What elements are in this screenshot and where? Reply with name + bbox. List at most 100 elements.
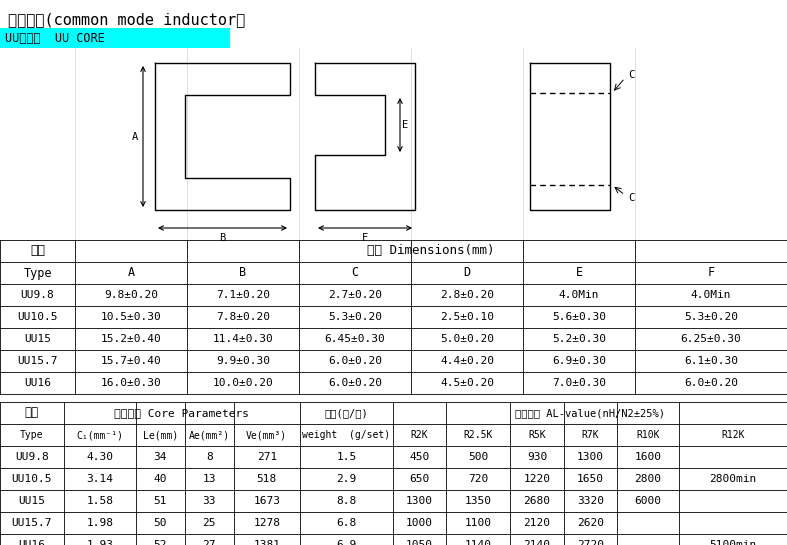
Text: UU15.7: UU15.7 [17, 356, 57, 366]
Text: 271: 271 [257, 452, 277, 462]
Text: 2140: 2140 [523, 540, 551, 545]
Text: 2120: 2120 [523, 518, 551, 528]
Text: 重量(克/付): 重量(克/付) [324, 408, 368, 418]
Bar [0, 402, 787, 545]
Text: 33: 33 [202, 496, 216, 506]
Text: 2620: 2620 [577, 518, 604, 528]
Text: 16.0±0.30: 16.0±0.30 [101, 378, 161, 388]
Text: 52: 52 [153, 540, 167, 545]
Text: 1100: 1100 [465, 518, 492, 528]
Text: 2.5±0.10: 2.5±0.10 [440, 312, 494, 322]
Text: 6.25±0.30: 6.25±0.30 [681, 334, 741, 344]
Text: 40: 40 [153, 474, 167, 484]
Text: 10.5±0.30: 10.5±0.30 [101, 312, 161, 322]
Text: UU9.8: UU9.8 [20, 290, 54, 300]
Text: UU10.5: UU10.5 [12, 474, 52, 484]
Text: 1220: 1220 [523, 474, 551, 484]
Text: 尺寸 Dimensions(mm): 尺寸 Dimensions(mm) [368, 245, 495, 257]
Text: UU10.5: UU10.5 [17, 312, 57, 322]
Text: 3.14: 3.14 [87, 474, 113, 484]
Text: D: D [464, 267, 471, 280]
Text: 1.93: 1.93 [87, 540, 113, 545]
Text: 34: 34 [153, 452, 167, 462]
Text: 4.4±0.20: 4.4±0.20 [440, 356, 494, 366]
Text: 1350: 1350 [465, 496, 492, 506]
Text: 13: 13 [202, 474, 216, 484]
Text: B: B [220, 233, 226, 243]
Text: 2720: 2720 [577, 540, 604, 545]
Text: 50: 50 [153, 518, 167, 528]
Text: 4.5±0.20: 4.5±0.20 [440, 378, 494, 388]
Text: 7.0±0.30: 7.0±0.30 [552, 378, 606, 388]
Text: 1000: 1000 [406, 518, 433, 528]
Text: Ae(mm²): Ae(mm²) [189, 430, 230, 440]
Text: 6000: 6000 [634, 496, 662, 506]
Text: 6.0±0.20: 6.0±0.20 [328, 356, 382, 366]
Text: UU15: UU15 [18, 496, 46, 506]
Text: 6.9±0.30: 6.9±0.30 [552, 356, 606, 366]
Text: weight  (g/set): weight (g/set) [302, 430, 390, 440]
Text: 930: 930 [527, 452, 547, 462]
Text: UU16: UU16 [18, 540, 46, 545]
Text: 5100min: 5100min [709, 540, 756, 545]
Text: 720: 720 [468, 474, 489, 484]
Text: E: E [402, 120, 408, 130]
Text: C: C [628, 70, 634, 80]
Text: 6.45±0.30: 6.45±0.30 [324, 334, 386, 344]
Text: 9.8±0.20: 9.8±0.20 [104, 290, 158, 300]
Text: R10K: R10K [637, 430, 660, 440]
Text: 7.8±0.20: 7.8±0.20 [216, 312, 270, 322]
Text: A: A [132, 131, 139, 142]
Text: 4.0Min: 4.0Min [559, 290, 599, 300]
Text: 2.7±0.20: 2.7±0.20 [328, 290, 382, 300]
Text: 5.0±0.20: 5.0±0.20 [440, 334, 494, 344]
Text: 1600: 1600 [634, 452, 662, 462]
Text: 2.8±0.20: 2.8±0.20 [440, 290, 494, 300]
Text: 1300: 1300 [406, 496, 433, 506]
Text: 4.30: 4.30 [87, 452, 113, 462]
Text: 650: 650 [409, 474, 430, 484]
Text: 磁芯参数 Core Parameters: 磁芯参数 Core Parameters [114, 408, 249, 418]
Text: 2800min: 2800min [709, 474, 756, 484]
Text: 7.1±0.20: 7.1±0.20 [216, 290, 270, 300]
Text: 2800: 2800 [634, 474, 662, 484]
Text: 型号: 型号 [30, 245, 45, 257]
Text: 11.4±0.30: 11.4±0.30 [212, 334, 273, 344]
Text: 共模电感(common mode inductor）: 共模电感(common mode inductor） [8, 12, 246, 27]
Text: 1.98: 1.98 [87, 518, 113, 528]
Text: UU15: UU15 [24, 334, 51, 344]
Text: R2.5K: R2.5K [464, 430, 493, 440]
Text: 型号: 型号 [25, 407, 39, 420]
Text: 2680: 2680 [523, 496, 551, 506]
Text: UU型磁芯  UU CORE: UU型磁芯 UU CORE [5, 32, 105, 45]
Text: 5.6±0.30: 5.6±0.30 [552, 312, 606, 322]
Text: C: C [352, 267, 359, 280]
Text: 3320: 3320 [577, 496, 604, 506]
Bar [0, 240, 787, 394]
Text: R7K: R7K [582, 430, 600, 440]
Text: F: F [708, 267, 715, 280]
Text: 8: 8 [206, 452, 212, 462]
Text: 2.9: 2.9 [336, 474, 357, 484]
Text: 1381: 1381 [253, 540, 280, 545]
Text: 6.0±0.20: 6.0±0.20 [328, 378, 382, 388]
Text: 15.2±0.40: 15.2±0.40 [101, 334, 161, 344]
Text: 10.0±0.20: 10.0±0.20 [212, 378, 273, 388]
Text: 1050: 1050 [406, 540, 433, 545]
Text: 1300: 1300 [577, 452, 604, 462]
Text: 518: 518 [257, 474, 277, 484]
Text: A: A [127, 267, 135, 280]
Text: 电感因数 AL-value(nH/N2±25%): 电感因数 AL-value(nH/N2±25%) [515, 408, 665, 418]
Text: R5K: R5K [528, 430, 546, 440]
Text: B: B [239, 267, 246, 280]
Text: 15.7±0.40: 15.7±0.40 [101, 356, 161, 366]
Text: 6.0±0.20: 6.0±0.20 [684, 378, 738, 388]
Text: 6.9: 6.9 [336, 540, 357, 545]
Text: 8.8: 8.8 [336, 496, 357, 506]
Text: UU9.8: UU9.8 [15, 452, 49, 462]
Text: F: F [362, 233, 368, 243]
Text: 5.3±0.20: 5.3±0.20 [684, 312, 738, 322]
Text: 1.58: 1.58 [87, 496, 113, 506]
Text: 5.2±0.30: 5.2±0.30 [552, 334, 606, 344]
Text: Type: Type [24, 267, 52, 280]
